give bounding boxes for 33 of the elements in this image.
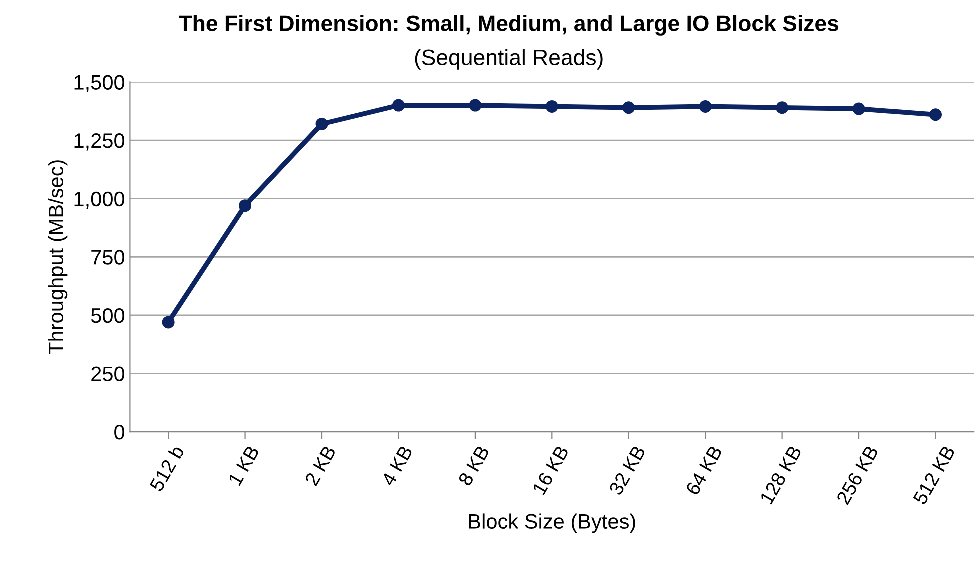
x-tick-label: 32 KB — [608, 445, 646, 496]
y-tick-label: 500 — [91, 308, 125, 324]
point — [316, 118, 328, 130]
x-tick-label: 128 KB — [760, 445, 802, 505]
x-tick-label: 16 KB — [532, 445, 570, 496]
point — [929, 108, 942, 122]
x-axis-title: Block Size (Bytes) — [469, 514, 636, 534]
y-tick-label: 0 — [114, 425, 125, 440]
x-tick-label: 512 KB — [912, 445, 956, 506]
y-tick-label: 1,250 — [74, 134, 125, 151]
x-tick-label: 256 KB — [836, 445, 879, 506]
point — [392, 99, 405, 112]
y-tick-label: 1,000 — [74, 192, 125, 210]
point — [162, 316, 175, 329]
chart-title: The First Dimension: Small, Medium, and Large IO Block Sizes — [179, 15, 839, 36]
x-tick-label: 512 b — [148, 444, 185, 492]
x-tick-label: 2 KB — [304, 445, 336, 487]
point — [776, 102, 789, 114]
point — [699, 100, 712, 113]
x-tick-label: 1 KB — [228, 445, 260, 486]
point — [622, 102, 636, 114]
point — [852, 102, 866, 116]
y-tick-label: 1,500 — [74, 75, 125, 92]
point — [469, 99, 482, 112]
y-axis-title: Throughput (MB/sec) — [48, 160, 68, 354]
point — [239, 200, 252, 212]
y-tick-label: 250 — [92, 366, 125, 382]
x-tick-label: 8 KB — [458, 445, 490, 487]
point — [546, 100, 558, 113]
y-tick-label: 750 — [92, 250, 125, 265]
x-tick-label: 4 KB — [381, 445, 414, 488]
chart-subtitle: (Sequential Reads) — [415, 49, 603, 70]
x-tick-label: 64 KB — [685, 445, 723, 496]
